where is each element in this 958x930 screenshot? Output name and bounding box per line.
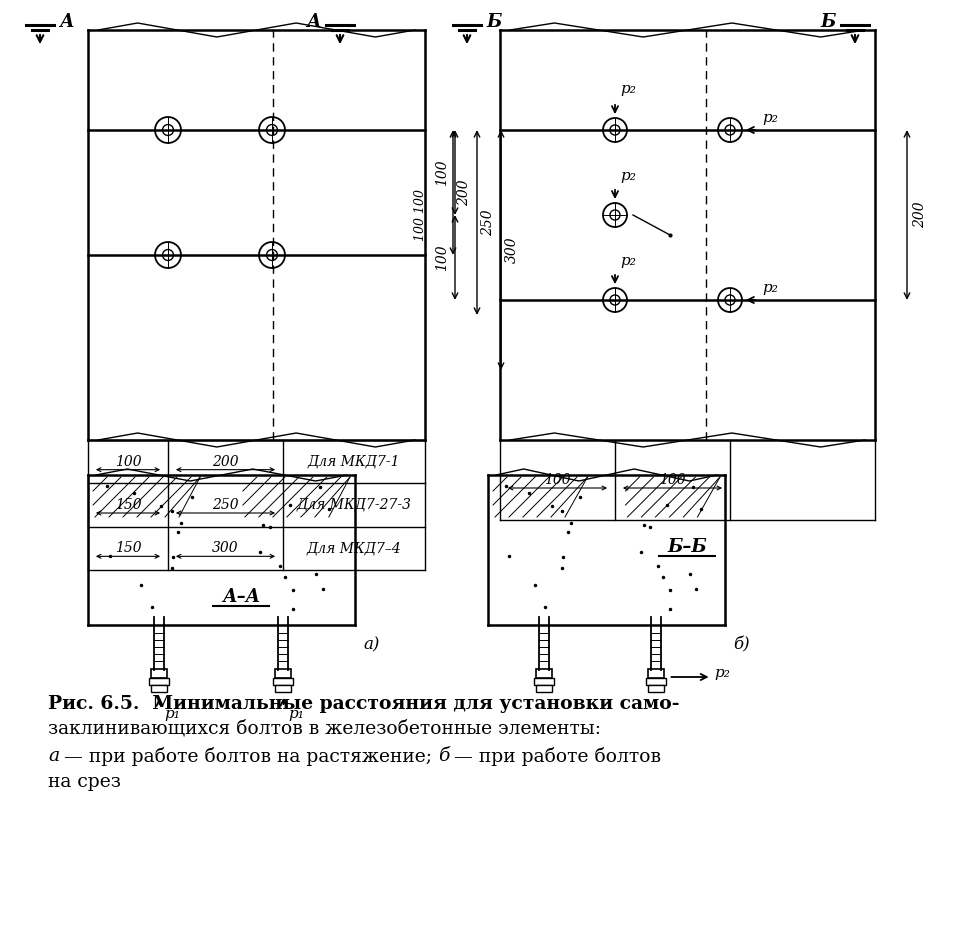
Bar xyxy=(536,669,553,678)
Text: А: А xyxy=(307,13,321,31)
Bar xyxy=(535,678,555,685)
Text: р₂: р₂ xyxy=(715,666,730,680)
Bar xyxy=(149,678,170,685)
Text: а): а) xyxy=(363,636,379,654)
Bar xyxy=(273,678,293,685)
Text: А: А xyxy=(59,13,74,31)
Text: Для МКД7-1: Для МКД7-1 xyxy=(308,455,400,469)
Text: а: а xyxy=(48,747,59,765)
Text: 200: 200 xyxy=(457,179,471,206)
Text: б): б) xyxy=(733,636,749,654)
Text: 250: 250 xyxy=(212,498,239,512)
Bar xyxy=(647,678,667,685)
Text: 100: 100 xyxy=(435,159,449,186)
Text: 200: 200 xyxy=(913,202,927,228)
Bar xyxy=(649,685,665,692)
Text: 100: 100 xyxy=(115,455,142,469)
Text: А–А: А–А xyxy=(222,588,261,606)
Text: р₂: р₂ xyxy=(762,111,778,125)
Text: 250: 250 xyxy=(481,209,495,236)
Text: р₁: р₁ xyxy=(288,707,305,721)
Text: Б–Б: Б–Б xyxy=(668,538,707,556)
Text: — при работе болтов на растяжение;: — при работе болтов на растяжение; xyxy=(64,747,444,766)
Text: 100: 100 xyxy=(544,473,571,487)
Text: — при работе болтов: — при работе болтов xyxy=(454,747,661,766)
Text: 100: 100 xyxy=(435,245,449,271)
Text: 100 100: 100 100 xyxy=(414,189,427,241)
Bar xyxy=(151,685,168,692)
Text: Для МКД7–4: Для МКД7–4 xyxy=(307,541,401,555)
Text: б: б xyxy=(438,747,449,765)
Text: 200: 200 xyxy=(212,455,239,469)
Text: на срез: на срез xyxy=(48,773,121,791)
Bar xyxy=(536,685,553,692)
Text: 300: 300 xyxy=(505,237,519,263)
Bar xyxy=(151,669,168,678)
Text: р₂: р₂ xyxy=(762,281,778,295)
Text: р₂: р₂ xyxy=(620,169,636,183)
Text: 100: 100 xyxy=(659,473,686,487)
Text: 300: 300 xyxy=(212,541,239,555)
Text: Для МКД7-27-3: Для МКД7-27-3 xyxy=(296,498,412,512)
Bar xyxy=(276,669,291,678)
Text: Рис. 6.5.  Минимальные расстояния для установки само-: Рис. 6.5. Минимальные расстояния для уст… xyxy=(48,695,679,713)
Text: р₂: р₂ xyxy=(620,254,636,268)
Text: 150: 150 xyxy=(115,541,142,555)
Bar xyxy=(276,685,291,692)
Text: заклинивающихся болтов в железобетонные элементы:: заклинивающихся болтов в железобетонные … xyxy=(48,720,601,738)
Bar xyxy=(649,669,665,678)
Text: р₂: р₂ xyxy=(620,82,636,96)
Text: р₁: р₁ xyxy=(165,707,180,721)
Text: Б: Б xyxy=(821,13,836,31)
Text: Б: Б xyxy=(486,13,501,31)
Text: 150: 150 xyxy=(115,498,142,512)
